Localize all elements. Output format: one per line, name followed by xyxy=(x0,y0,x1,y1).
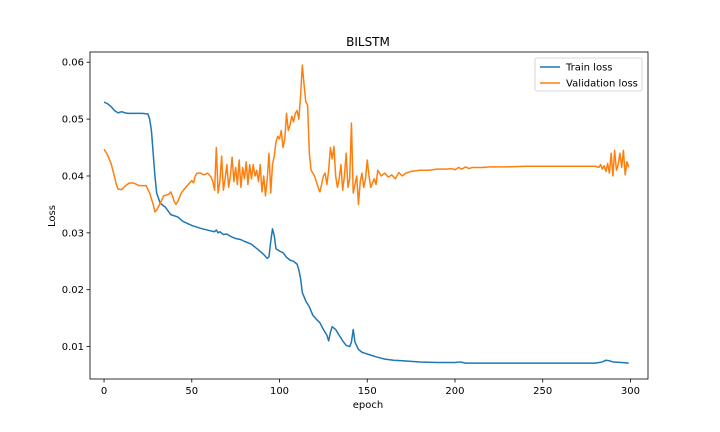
plot-area: 0 50 100 150 200 250 300 0.01 0.02 0.03 0.04 0.05 0.… xyxy=(62,51,649,397)
y-tick-label: 0.03 xyxy=(62,228,84,239)
legend-box xyxy=(534,57,643,92)
legend-label-train-loss: Train loss xyxy=(565,63,613,74)
axes-frame xyxy=(89,51,649,380)
y-tick-label: 0.06 xyxy=(62,58,84,69)
series-line-validation-loss xyxy=(103,64,630,213)
y-tick-label: 0.05 xyxy=(62,115,84,126)
x-tick-label: 200 xyxy=(445,386,464,397)
x-tick-label: 250 xyxy=(533,386,552,397)
y-tick-label: 0.01 xyxy=(62,342,84,353)
series-line-train-loss xyxy=(103,101,629,364)
x-tick-label: 100 xyxy=(270,386,289,397)
x-tick-label: 150 xyxy=(358,386,377,397)
y-tick-label: 0.04 xyxy=(62,171,84,182)
x-tick-label: 300 xyxy=(621,386,640,397)
x-tick-label: 50 xyxy=(185,386,198,397)
legend-label-validation-loss: Validation loss xyxy=(566,79,638,90)
y-axis-label: Loss xyxy=(47,205,58,227)
y-tick-label: 0.02 xyxy=(62,285,84,296)
x-tick-label: 0 xyxy=(101,386,107,397)
chart-title: BILSTM xyxy=(346,35,390,49)
x-axis-label: epoch xyxy=(353,400,383,411)
